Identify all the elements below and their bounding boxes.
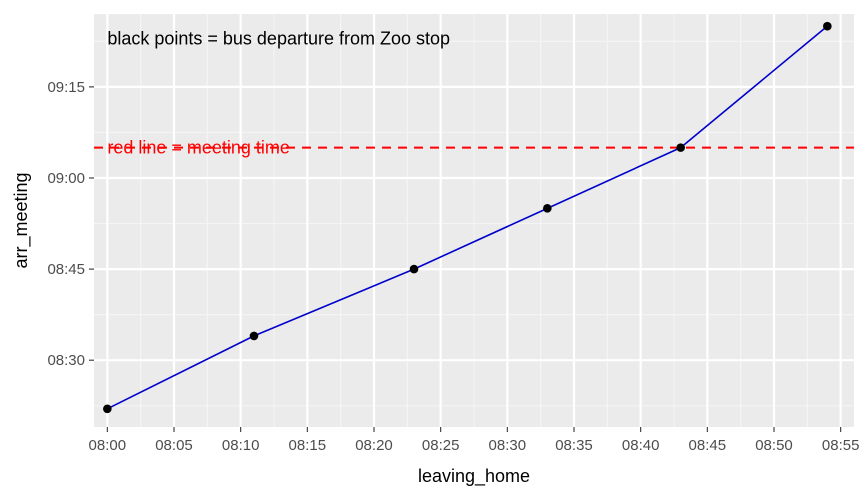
x-tick-label: 08:25: [422, 437, 460, 454]
x-axis-title: leaving_home: [418, 466, 530, 487]
x-tick-label: 08:40: [622, 437, 660, 454]
y-axis-title: arr_meeting: [11, 172, 32, 268]
x-axis: 08:00 08:05 08:10 08:15 08:20 08:25 08:30 08:35…: [89, 427, 860, 454]
y-tick-label: 08:30: [47, 352, 85, 369]
y-tick-label: 08:45: [47, 261, 85, 278]
x-tick-label: 08:35: [555, 437, 593, 454]
bus-departure-point: [676, 143, 685, 152]
series-line: [106, 25, 828, 410]
y-axis: 08:30 08:45 09:00 09:15: [47, 79, 94, 369]
major-gridlines: [94, 14, 854, 427]
bus-departure-point: [543, 204, 552, 213]
x-tick-label: 08:45: [689, 437, 727, 454]
bus-departure-point: [823, 21, 832, 31]
y-tick-label: 09:00: [47, 170, 85, 187]
x-tick-label: 08:00: [89, 437, 127, 454]
bus-departure-point: [409, 264, 419, 274]
series-layer: [103, 21, 832, 414]
x-tick-label: 08:30: [489, 437, 527, 454]
x-tick-label: 08:55: [822, 437, 860, 454]
annotation-bus-points: black points = bus departure from Zoo st…: [107, 28, 450, 48]
minor-gridlines: [94, 14, 854, 427]
bus-departure-point: [103, 404, 112, 414]
annotation-layer: black points = bus departure from Zoo st…: [107, 28, 450, 157]
x-tick-label: 08:05: [155, 437, 193, 454]
x-tick-label: 08:15: [289, 437, 327, 454]
x-tick-label: 08:20: [355, 437, 393, 454]
bus-departure-point: [249, 331, 259, 341]
x-tick-label: 08:50: [755, 437, 793, 454]
x-tick-label: 08:10: [222, 437, 260, 454]
annotation-meeting-line: red line = meeting time: [107, 138, 290, 158]
y-tick-label: 09:15: [47, 79, 85, 96]
